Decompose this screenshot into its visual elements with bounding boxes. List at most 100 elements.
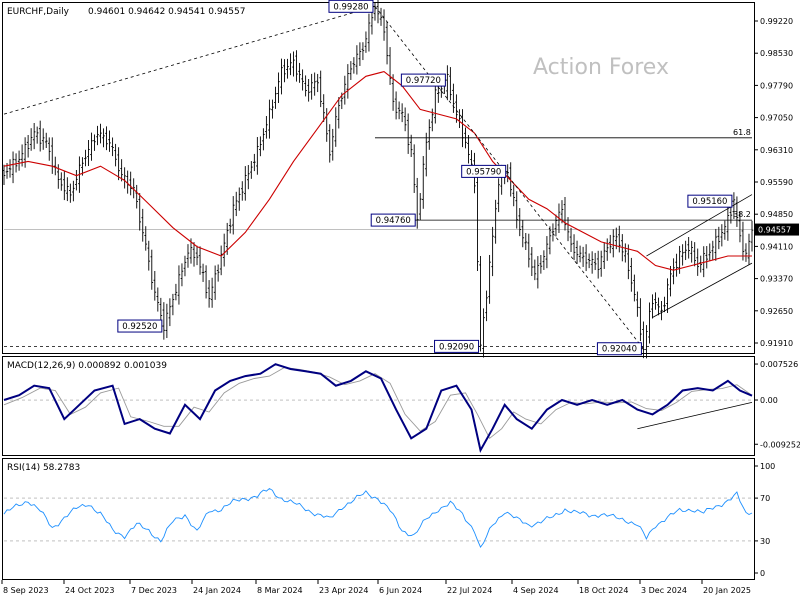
candle bbox=[210, 277, 214, 308]
candle bbox=[69, 183, 72, 203]
candle bbox=[295, 50, 298, 82]
moving-average-line bbox=[3, 70, 752, 271]
candle bbox=[156, 287, 160, 312]
candle bbox=[521, 220, 525, 248]
candle bbox=[509, 162, 513, 197]
candle bbox=[726, 206, 730, 241]
candle bbox=[648, 302, 651, 344]
candle bbox=[723, 220, 727, 240]
candle bbox=[434, 81, 437, 124]
candle bbox=[237, 187, 241, 211]
candle bbox=[280, 58, 283, 95]
main-header: EURCHF,Daily 0.94601 0.94642 0.94541 0.9… bbox=[7, 7, 245, 17]
date-axis-label: 18 Oct 2024 bbox=[579, 586, 628, 595]
trendline bbox=[652, 262, 753, 318]
date-axis-label: 7 Dec 2023 bbox=[131, 586, 177, 595]
candle bbox=[488, 254, 491, 304]
candle bbox=[642, 321, 645, 359]
candle bbox=[370, 8, 374, 35]
candle bbox=[102, 128, 105, 148]
candle bbox=[271, 99, 274, 119]
date-axis-label: 20 Jan 2025 bbox=[703, 586, 751, 595]
candle bbox=[711, 240, 715, 260]
date-axis-label: 24 Oct 2023 bbox=[65, 586, 114, 595]
candle bbox=[307, 78, 310, 102]
candle bbox=[192, 242, 196, 267]
candle bbox=[394, 91, 398, 120]
candle bbox=[663, 296, 666, 313]
candle bbox=[349, 61, 353, 80]
candle bbox=[690, 240, 693, 263]
candle bbox=[575, 240, 579, 264]
candle bbox=[636, 291, 639, 317]
price-annotation-label: 0.95790 bbox=[466, 167, 501, 177]
candle bbox=[337, 97, 341, 129]
candle bbox=[452, 83, 455, 113]
fib-level-label: 38.2 bbox=[733, 210, 751, 219]
candle bbox=[47, 137, 51, 161]
candle bbox=[605, 238, 609, 261]
macd-trendline bbox=[637, 402, 753, 430]
candle bbox=[171, 293, 175, 316]
candle bbox=[467, 135, 470, 164]
candle bbox=[165, 303, 169, 339]
rsi-axis-label: 100 bbox=[760, 462, 775, 471]
rsi-axis: 100 70 30 0 bbox=[754, 462, 775, 578]
candle bbox=[313, 72, 316, 96]
candle bbox=[2, 164, 6, 185]
candle bbox=[243, 166, 247, 201]
candle bbox=[590, 251, 594, 274]
date-axis-label: 22 Jul 2024 bbox=[447, 586, 492, 595]
candle bbox=[376, 0, 380, 24]
candle bbox=[334, 107, 338, 147]
candle bbox=[527, 233, 531, 268]
candle bbox=[633, 274, 636, 302]
candle bbox=[168, 298, 172, 327]
candle bbox=[388, 47, 392, 85]
candle bbox=[412, 144, 416, 193]
price-annotation-label: 0.97720 bbox=[406, 76, 441, 86]
candle bbox=[262, 128, 265, 151]
candle bbox=[397, 101, 401, 120]
candle bbox=[29, 128, 33, 151]
candle bbox=[222, 233, 226, 267]
candle bbox=[400, 103, 404, 123]
candle bbox=[744, 243, 748, 262]
candle bbox=[274, 86, 277, 109]
date-axis: 8 Sep 2023 24 Oct 2023 7 Dec 2023 24 Jan 20… bbox=[1, 580, 751, 595]
candle bbox=[141, 208, 145, 242]
candle bbox=[298, 62, 301, 83]
candle bbox=[684, 240, 687, 261]
ohlc-values: 0.94601 0.94642 0.94541 0.94557 bbox=[88, 7, 245, 17]
candle bbox=[491, 226, 494, 277]
candle bbox=[391, 74, 395, 111]
candle bbox=[310, 73, 313, 100]
rsi-axis-label: 70 bbox=[760, 494, 770, 503]
price-annotation-label: 0.95160 bbox=[692, 197, 727, 207]
price-annotation-label: 0.92520 bbox=[122, 322, 157, 332]
candle bbox=[41, 128, 45, 150]
candle bbox=[355, 45, 359, 75]
candle bbox=[693, 242, 696, 267]
candle bbox=[506, 164, 509, 183]
candle bbox=[657, 297, 660, 316]
candle bbox=[551, 223, 555, 242]
candle bbox=[328, 124, 332, 163]
candle bbox=[301, 69, 304, 91]
candle bbox=[696, 248, 700, 276]
candle bbox=[32, 122, 36, 150]
price-annotation-label: 0.92090 bbox=[439, 342, 474, 352]
price-axis-label: 0.91910 bbox=[760, 339, 793, 348]
candle bbox=[180, 263, 184, 287]
candle bbox=[358, 42, 362, 66]
candle bbox=[253, 153, 256, 172]
candle bbox=[563, 196, 567, 231]
candle bbox=[204, 265, 208, 299]
candle bbox=[213, 265, 217, 300]
candle bbox=[497, 178, 500, 213]
candle bbox=[569, 227, 573, 253]
macd-axis-label: -0.009252 bbox=[760, 440, 800, 449]
candle bbox=[183, 255, 187, 277]
candle bbox=[231, 196, 235, 235]
candle bbox=[174, 283, 178, 301]
